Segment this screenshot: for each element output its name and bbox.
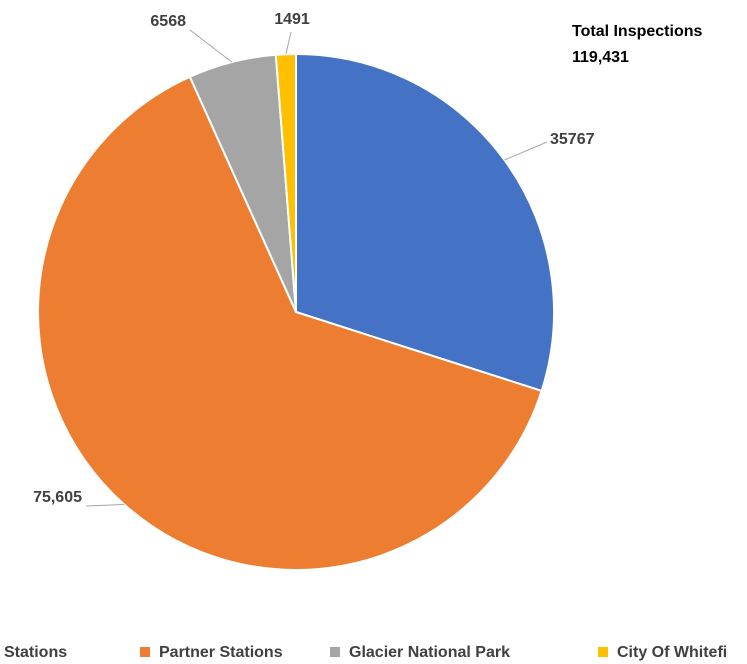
legend-label: Partner Stations (159, 644, 283, 661)
annotation: Total Inspections (572, 23, 702, 40)
legend-label: Glacier National Park (349, 644, 510, 661)
pie-slice (295, 52, 555, 393)
leader-line (189, 29, 233, 63)
data-label: 1491 (274, 11, 310, 28)
pie-slice (37, 75, 543, 571)
annotation: 119,431 (572, 49, 629, 66)
legend-marker (598, 647, 608, 657)
leader-line (285, 31, 292, 55)
legend-label: Stations (4, 644, 67, 661)
leader-line (504, 141, 548, 161)
data-label: 6568 (150, 13, 186, 30)
legend-label: City Of Whitefi (617, 644, 727, 661)
legend-marker (140, 647, 150, 657)
legend-marker (330, 647, 340, 657)
data-label: 75,605 (33, 489, 82, 506)
data-label: 35767 (550, 131, 595, 148)
leader-line (85, 503, 125, 507)
